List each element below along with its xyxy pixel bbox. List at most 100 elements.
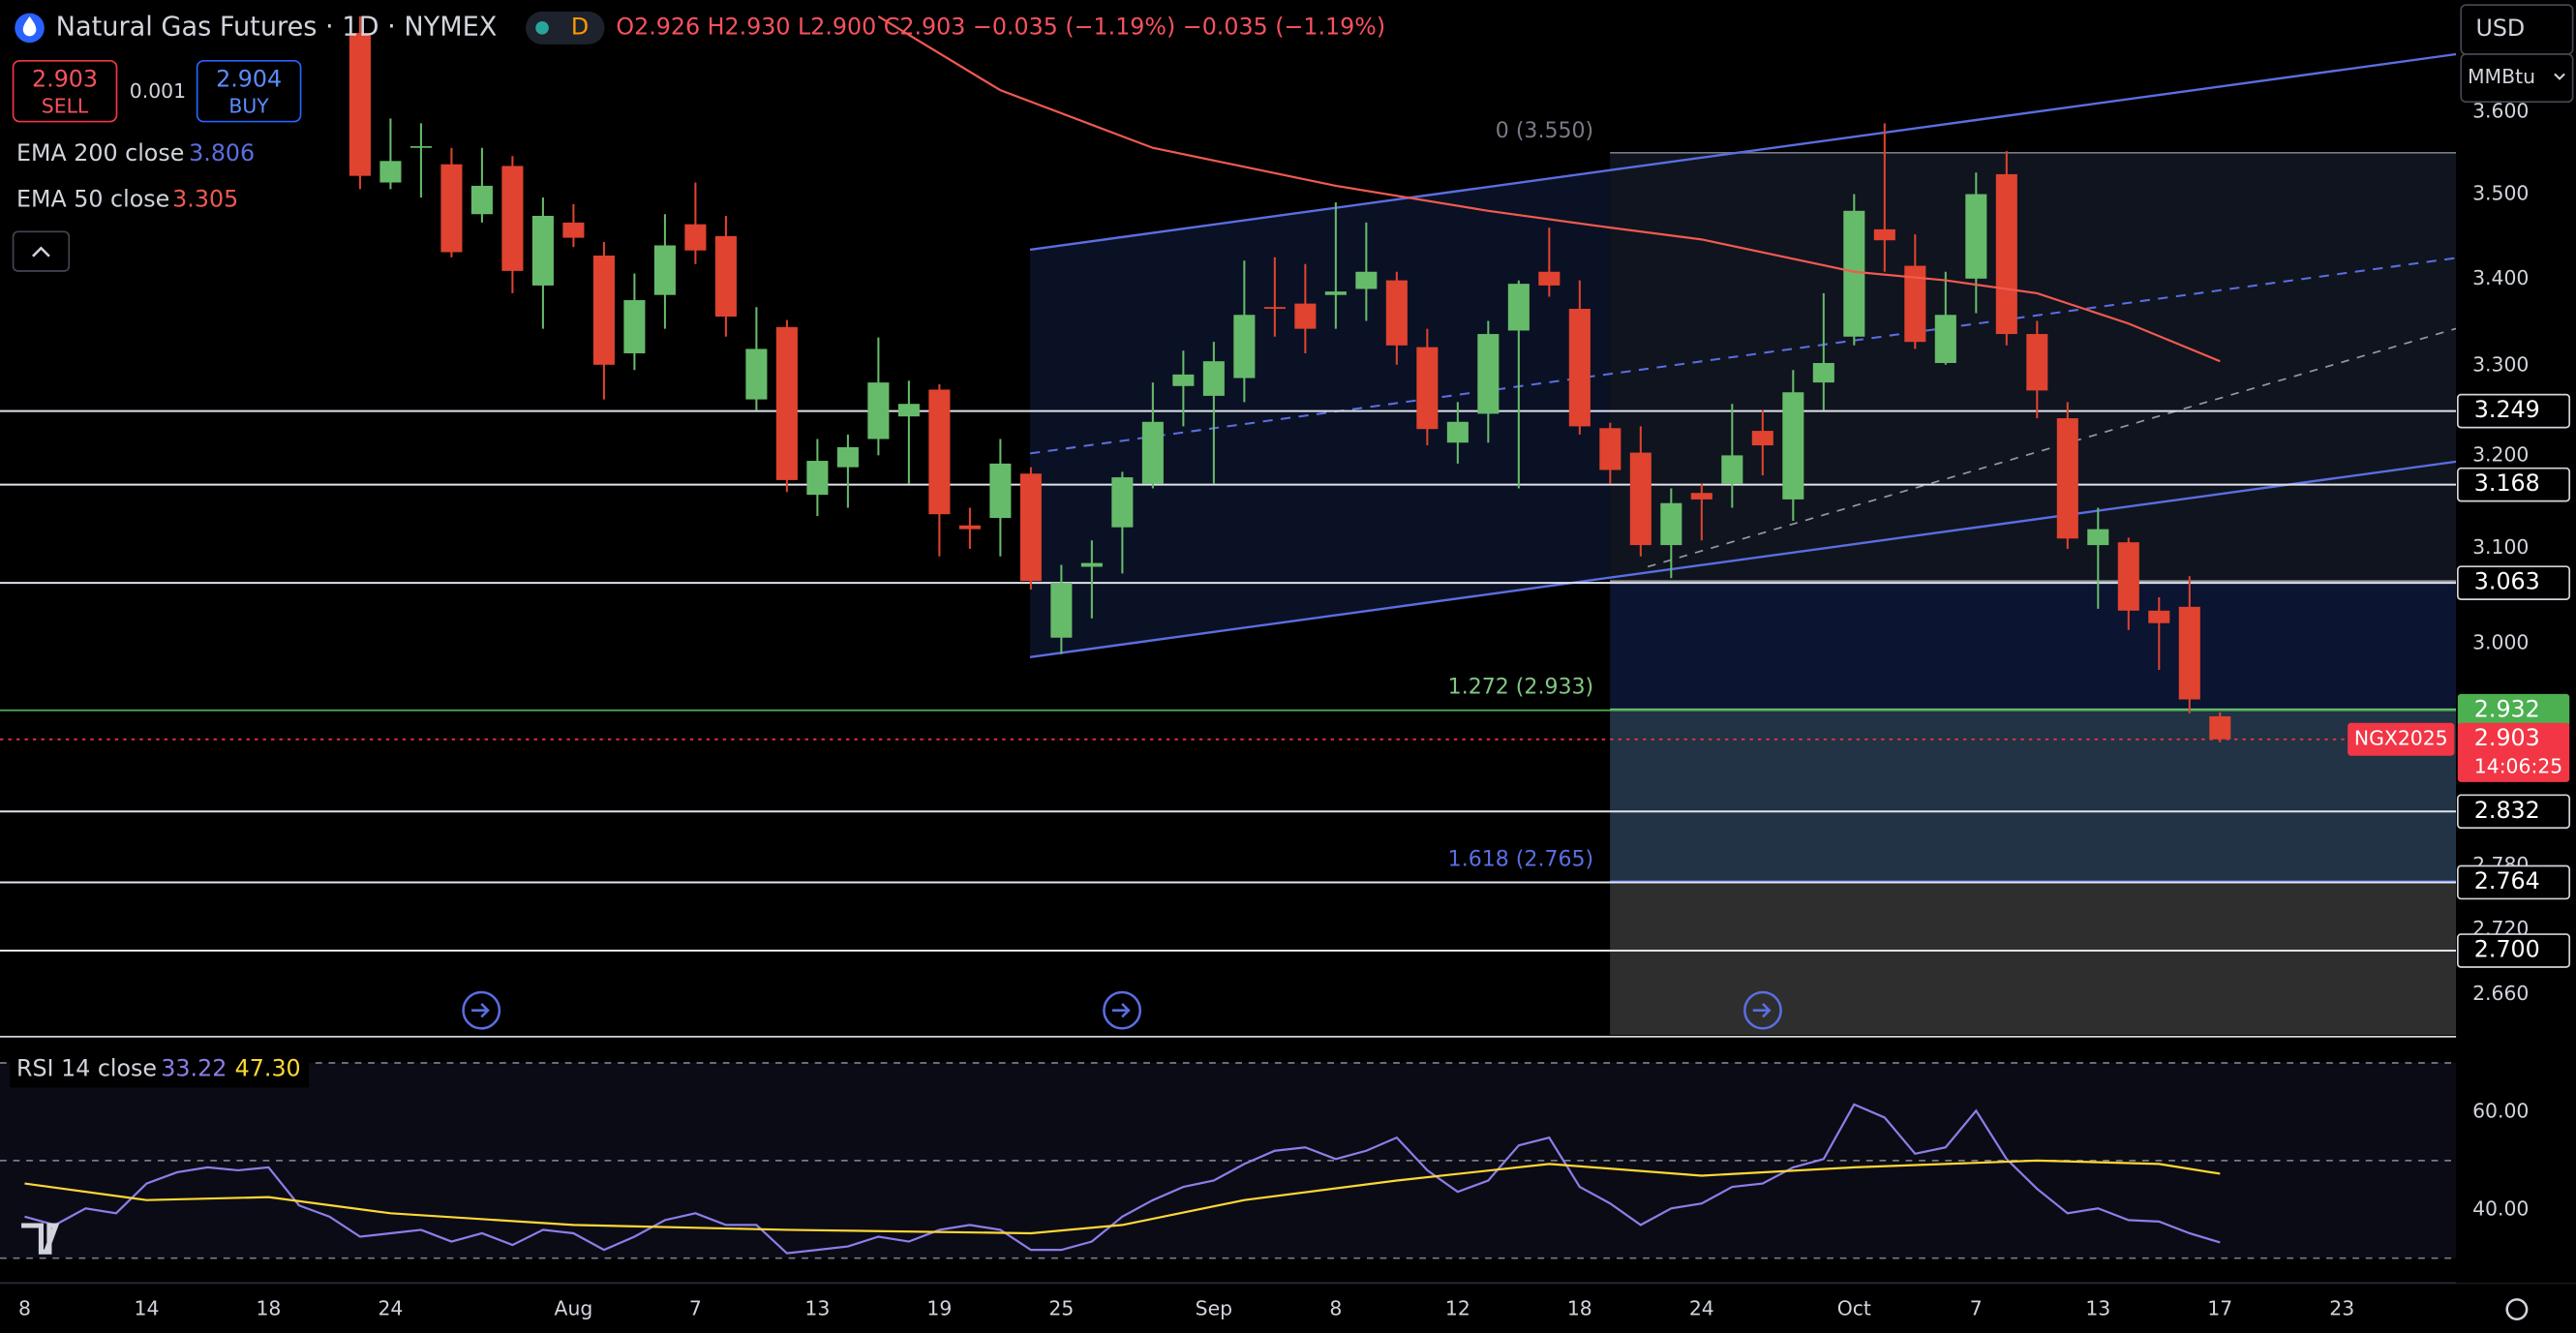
interval: D [571, 13, 589, 40]
collapse-button[interactable] [12, 230, 71, 272]
channel-upper [1029, 52, 2457, 252]
rsi-title: RSI 14 close [16, 1054, 157, 1081]
y-tick-label: 3.200 [2472, 442, 2529, 466]
candle-body [806, 461, 829, 496]
candle-body [2087, 529, 2109, 546]
event-icon[interactable] [1103, 990, 1142, 1030]
event-icon[interactable] [462, 990, 501, 1030]
candle-body [1690, 493, 1712, 500]
ema-line [877, 15, 2221, 363]
candle-body [1019, 473, 1042, 582]
currency: USD [2475, 15, 2525, 42]
level-label: 2.764 [2474, 867, 2540, 894]
market-status [535, 21, 549, 35]
level-tag [2456, 467, 2571, 502]
level-tag [2456, 864, 2571, 900]
x-tick-label: 13 [804, 1297, 830, 1320]
candle-body [1782, 392, 1804, 500]
candle-body [2026, 334, 2048, 391]
rsi-line [24, 1159, 2221, 1235]
level-tag [2456, 565, 2571, 600]
rsi-tick-label: 60.00 [2472, 1099, 2529, 1122]
sell-button[interactable] [12, 59, 118, 123]
x-tick-label: 13 [2085, 1297, 2110, 1320]
candle-body [928, 389, 951, 515]
candle-body [1080, 562, 1103, 567]
unit-chevron [2554, 73, 2565, 80]
candle-body [562, 222, 585, 238]
unit: MMBtu [2468, 65, 2535, 88]
x-tick-label: 12 [1445, 1297, 1470, 1320]
candle-body [714, 235, 737, 318]
candle-body [1904, 265, 1926, 343]
candle-body [1812, 362, 1834, 383]
level-label: 2.832 [2474, 797, 2540, 824]
candle-body [501, 166, 524, 271]
candle-body [2178, 606, 2200, 700]
regression-channel [1029, 52, 2457, 659]
x-tick-label: 7 [689, 1297, 702, 1320]
candle-body [1568, 308, 1591, 427]
candle-body [958, 525, 981, 530]
x-tick-label: 19 [926, 1297, 952, 1320]
settings-icon[interactable] [2505, 1298, 2529, 1321]
candle-body [1233, 315, 1256, 379]
x-tick-label: 24 [378, 1297, 403, 1320]
candle-body [1294, 303, 1317, 329]
candle-body [1995, 173, 2017, 335]
candle-body [1965, 194, 1987, 279]
indicator-name: EMA 50 close [16, 186, 169, 213]
x-tick-label: 23 [2329, 1297, 2354, 1320]
last-price-label: 2.903 [2474, 724, 2540, 751]
candle-body [836, 446, 859, 468]
x-tick-label: 8 [1329, 1297, 1342, 1320]
candle-body [2056, 418, 2078, 539]
candle-body [2209, 715, 2231, 740]
candle-body [1324, 291, 1347, 295]
candle-body [409, 146, 432, 148]
buy-label: BUY [228, 94, 269, 117]
candle-body [531, 215, 554, 286]
candle-body [1721, 455, 1743, 484]
y-tick-label: 2.660 [2472, 982, 2529, 1005]
candle-body [1111, 477, 1134, 528]
symbol-label: NGX2025 [2354, 727, 2448, 750]
candle-body [1629, 452, 1652, 546]
candle-body [1599, 428, 1621, 470]
indicator-value: 3.806 [189, 139, 255, 167]
level-label: 3.168 [2474, 470, 2540, 497]
event-icon[interactable] [1743, 990, 1782, 1030]
fib-label: 1.618 (2.765) [1448, 847, 1593, 871]
candle-body [745, 348, 768, 400]
event-icon-arrow [471, 1003, 490, 1018]
logo [21, 1223, 60, 1255]
rsi-legend-bg [10, 1051, 310, 1088]
fib-zone [1610, 709, 2457, 882]
fib-zone [1610, 881, 2457, 1036]
x-tick-label: 25 [1048, 1297, 1074, 1320]
candle-body [2148, 610, 2170, 623]
sell-price: 2.903 [32, 66, 98, 93]
buy-button[interactable] [196, 59, 302, 123]
channel-mid [1029, 257, 2457, 455]
candle-body [1934, 315, 1956, 363]
time-axis: 8 14 18 24 Aug 7 13 19 25 Sep 8 12 18 24 Oct 7 13 17 23 [18, 1297, 2354, 1320]
candle-body [1507, 284, 1530, 331]
candle-body [1050, 583, 1073, 638]
x-tick-label: 14 [134, 1297, 159, 1320]
x-tick-label: 7 [1970, 1297, 1983, 1320]
channel-lower [1029, 460, 2457, 659]
candle-body [867, 382, 890, 439]
candle-body [1477, 334, 1500, 414]
collapse-icon [32, 246, 50, 258]
unit-button[interactable] [2460, 53, 2574, 104]
candle-body [379, 161, 402, 183]
candle-body [623, 300, 646, 353]
x-tick-label: Aug [555, 1297, 593, 1320]
level-label: 3.249 [2474, 396, 2540, 423]
indicator-name: EMA 200 close [16, 139, 184, 167]
candle-body [349, 33, 371, 176]
x-tick-label: 18 [256, 1297, 281, 1320]
